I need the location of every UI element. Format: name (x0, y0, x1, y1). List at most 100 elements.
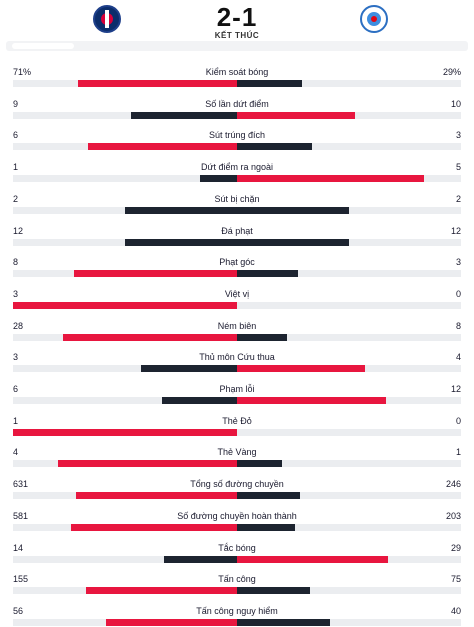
stat-row: 3 Việt vị 0 (0, 284, 474, 310)
away-stat-bar (237, 270, 299, 278)
stat-label: Ném biên (217, 320, 257, 331)
away-stat-value: 75 (450, 574, 461, 585)
stat-label: Việt vị (224, 288, 250, 299)
stat-label: Đá phạt (221, 225, 253, 236)
stat-bar-track (13, 80, 461, 87)
stat-bar-track (13, 238, 461, 246)
stat-row: 14 Tắc bóng 29 (0, 538, 474, 564)
home-stat-bar (57, 460, 237, 468)
stat-row: 12 Đá phạt 12 (0, 221, 474, 247)
home-stat-value: 155 (13, 574, 29, 585)
tab-bar (6, 41, 468, 51)
stat-bar-track (13, 523, 461, 531)
stat-label: Tổng số đường chuyền (190, 479, 284, 490)
away-stat-bar (237, 587, 311, 595)
stat-row: 581 Số đường chuyền hoàn thành 203 (0, 506, 474, 532)
home-stat-value: 1 (13, 162, 19, 173)
away-stat-bar (237, 523, 295, 531)
stat-bar-track (13, 111, 461, 119)
stat-row: 1 Dứt điểm ra ngoài 5 (0, 157, 474, 183)
home-stat-value: 12 (13, 225, 24, 236)
away-stat-bar (237, 365, 365, 373)
stat-row: 9 Số lần dứt điểm 10 (0, 94, 474, 120)
home-stat-value: 1 (13, 415, 19, 426)
stat-row: 8 Phạt góc 3 (0, 252, 474, 278)
stat-row: 6 Phạm lỗi 12 (0, 379, 474, 405)
home-stat-value: 6 (13, 384, 19, 394)
stat-bar-track (13, 555, 461, 563)
away-stat-value: 29% (442, 67, 461, 77)
home-stat-value: 8 (13, 257, 19, 268)
stat-bar-track (13, 365, 461, 373)
away-stat-bar (237, 460, 282, 468)
stat-row: 4 Thẻ Vàng 1 (0, 442, 474, 468)
stat-label: Dứt điểm ra ngoài (200, 162, 274, 173)
home-stat-value: 581 (13, 510, 29, 521)
home-stat-value: 3 (13, 352, 19, 363)
home-stat-bar (125, 206, 237, 214)
away-stat-value: 3 (455, 130, 461, 141)
home-stat-bar (74, 270, 237, 278)
home-stat-bar (75, 492, 237, 500)
away-stat-bar (237, 555, 389, 563)
away-stat-value: 29 (450, 542, 461, 553)
home-stat-value: 4 (13, 447, 19, 458)
home-stat-bar (141, 365, 237, 373)
match-header: 2-1 KẾT THÚC (0, 0, 474, 51)
home-stat-bar (71, 523, 237, 531)
stat-label: Thẻ Đỏ (222, 415, 252, 426)
away-stat-value: 10 (450, 98, 461, 109)
away-stat-value: 4 (455, 352, 461, 363)
away-stat-value: 203 (445, 510, 461, 521)
home-stat-bar (199, 175, 237, 183)
home-stat-value: 631 (13, 479, 29, 490)
away-stat-value: 5 (455, 162, 461, 173)
home-stat-bar (62, 333, 237, 341)
home-stat-bar (125, 238, 237, 246)
away-stat-value: 2 (455, 193, 461, 204)
home-stat-value: 14 (13, 542, 24, 553)
home-stat-bar (130, 111, 237, 119)
stat-bar-track (13, 270, 461, 278)
stat-label: Tấn công nguy hiểm (196, 605, 278, 616)
away-stat-value: 12 (450, 384, 461, 394)
home-team-logo-icon[interactable] (93, 5, 121, 33)
home-stat-bar (87, 143, 237, 151)
match-status: KẾT THÚC (214, 31, 260, 40)
home-stat-bar (13, 301, 237, 309)
stat-label: Sút bị chặn (214, 193, 260, 204)
away-stat-bar (237, 175, 424, 183)
stat-bar-track (13, 206, 461, 214)
stat-bar-track (13, 301, 461, 309)
away-stat-bar (237, 397, 387, 404)
stat-bar-track (13, 460, 461, 468)
stat-row: 631 Tổng số đường chuyền 246 (0, 474, 474, 500)
stat-bar-track (13, 587, 461, 595)
home-stat-value: 2 (13, 193, 19, 204)
home-stat-value: 71% (13, 67, 32, 77)
away-stat-value: 12 (450, 225, 461, 236)
stat-row: 3 Thủ môn Cứu thua 4 (0, 347, 474, 373)
home-stat-bar (164, 555, 237, 563)
away-stat-value: 0 (455, 288, 461, 299)
tab-active-indicator[interactable] (12, 43, 74, 49)
home-stat-value: 3 (13, 288, 19, 299)
stat-label: Thủ môn Cứu thua (199, 352, 275, 363)
home-stat-value: 28 (13, 320, 24, 331)
home-stat-value: 9 (13, 98, 19, 109)
away-stat-bar (237, 206, 349, 214)
stat-label: Phạm lỗi (219, 384, 255, 394)
away-team-logo-icon[interactable] (360, 5, 388, 33)
away-stat-value: 1 (455, 447, 461, 458)
away-stat-bar (237, 143, 312, 151)
away-stat-bar (237, 111, 355, 119)
stat-bar-track (13, 618, 461, 626)
stat-row: 28 Ném biên 8 (0, 316, 474, 342)
stat-label: Sút trúng đích (208, 130, 266, 141)
away-stat-bar (237, 238, 349, 246)
home-stat-value: 6 (13, 130, 19, 141)
away-stat-bar (237, 618, 331, 626)
stat-label: Kiểm soát bóng (205, 67, 269, 77)
stat-bar-track (13, 143, 461, 151)
stat-row: 56 Tấn công nguy hiểm 40 (0, 601, 474, 627)
